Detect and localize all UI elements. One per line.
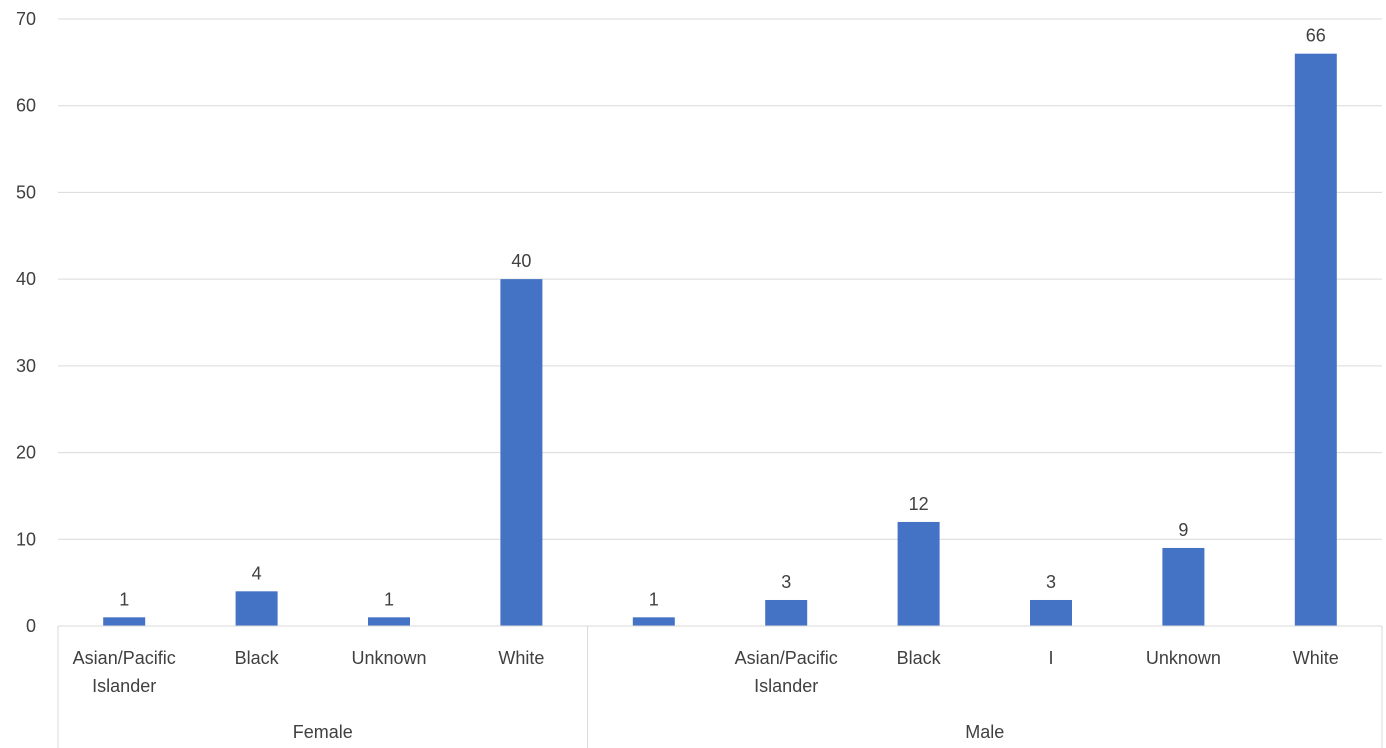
data-label: 4 — [252, 563, 262, 583]
x-tick-label: Asian/Pacific — [73, 648, 176, 668]
x-tick-label: Unknown — [1146, 648, 1221, 668]
y-tick-label: 60 — [16, 96, 36, 116]
bar — [1162, 547, 1205, 626]
bar — [1294, 53, 1337, 626]
data-label: 1 — [384, 589, 394, 609]
y-tick-label: 10 — [16, 529, 36, 549]
bar — [632, 617, 675, 626]
bar — [897, 521, 940, 626]
bar — [500, 279, 543, 626]
x-axis: Asian/Pacific Islander Black Unknown White As… — [57, 625, 1383, 748]
x-tick-label: Islander — [92, 676, 156, 696]
x-tick-label: Asian/Pacific — [735, 648, 838, 668]
data-label: 3 — [1046, 572, 1056, 592]
y-tick-label: 50 — [16, 182, 36, 202]
data-label: 1 — [649, 589, 659, 609]
y-axis: 0 10 20 30 40 50 60 70 — [16, 9, 36, 636]
gridlines — [58, 18, 1382, 540]
x-tick-label: Unknown — [351, 648, 426, 668]
x-tick-label: Islander — [754, 676, 818, 696]
bar — [765, 599, 808, 626]
data-label: 9 — [1178, 520, 1188, 540]
x-tick-label: Black — [897, 648, 942, 668]
data-label: 40 — [511, 251, 531, 271]
y-tick-label: 70 — [16, 9, 36, 29]
bar — [103, 617, 146, 626]
y-tick-label: 0 — [26, 616, 36, 636]
bar — [368, 617, 410, 626]
data-label: 3 — [781, 572, 791, 592]
y-tick-label: 30 — [16, 356, 36, 376]
data-label: 66 — [1306, 26, 1326, 46]
bar — [235, 591, 278, 626]
data-label: 1 — [119, 589, 129, 609]
bars — [103, 53, 1337, 626]
x-tick-label: White — [498, 648, 544, 668]
x-tick-label: White — [1293, 648, 1339, 668]
group-label: Male — [965, 722, 1004, 742]
y-tick-label: 20 — [16, 443, 36, 463]
group-label: Female — [293, 722, 353, 742]
data-label: 12 — [909, 494, 929, 514]
y-tick-label: 40 — [16, 269, 36, 289]
bar — [1030, 599, 1072, 626]
x-tick-label: Black — [235, 648, 280, 668]
x-tick-label: I — [1048, 648, 1053, 668]
